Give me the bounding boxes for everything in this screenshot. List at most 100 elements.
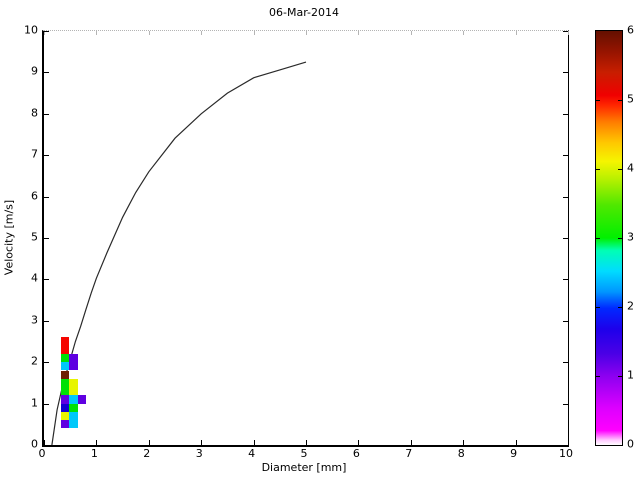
x-tick-top xyxy=(515,31,517,35)
x-tick xyxy=(148,440,150,445)
colorbar-tick xyxy=(618,238,622,239)
x-tick-label: 0 xyxy=(38,447,46,460)
heatmap-cell xyxy=(60,337,70,346)
colorbar-tick-label: 0 xyxy=(627,437,634,451)
y-tick-right xyxy=(563,196,568,198)
x-tick-top xyxy=(568,31,569,35)
y-tick-label: 9 xyxy=(31,64,38,78)
y-tick-right xyxy=(563,113,568,115)
y-tick-label: 3 xyxy=(31,313,38,327)
x-tick-top xyxy=(201,31,203,35)
heatmap-cell xyxy=(60,378,70,388)
y-tick-right xyxy=(563,279,568,281)
x-tick-top xyxy=(44,31,45,35)
y-tick xyxy=(44,445,49,446)
colorbar-tick-label: 5 xyxy=(627,92,634,106)
colorbar-gradient xyxy=(596,31,622,445)
heatmap-cell xyxy=(69,411,78,421)
y-tick xyxy=(44,196,49,198)
y-tick xyxy=(44,72,49,74)
y-tick-right xyxy=(563,320,568,322)
x-axis-label: Diameter [mm] xyxy=(261,461,347,474)
plot-area xyxy=(42,30,569,447)
heatmap-cell xyxy=(60,395,70,404)
colorbar-tick xyxy=(618,376,622,377)
y-tick-label: 2 xyxy=(31,354,38,368)
y-tick-label: 1 xyxy=(31,396,38,410)
colorbar-tick xyxy=(618,169,622,170)
x-tick-label: 9 xyxy=(510,447,518,460)
x-tick xyxy=(568,440,569,445)
y-tick-label: 10 xyxy=(24,23,38,37)
x-tick-label: 2 xyxy=(143,447,151,460)
x-tick-label: 7 xyxy=(405,447,413,460)
y-tick-label: 5 xyxy=(31,230,38,244)
colorbar-tick xyxy=(596,238,600,239)
heatmap-cell xyxy=(69,362,78,371)
y-tick xyxy=(44,155,49,157)
heatmap-cell xyxy=(69,395,78,404)
y-tick-label: 6 xyxy=(31,189,38,203)
y-tick-right xyxy=(563,72,568,74)
heatmap-cell xyxy=(60,362,70,371)
colorbar-tick xyxy=(596,100,600,101)
y-tick-label: 8 xyxy=(31,106,38,120)
y-tick-right xyxy=(563,362,568,364)
heatmap-cell xyxy=(60,387,70,396)
fall-velocity-curve xyxy=(51,61,307,446)
heatmap-cell xyxy=(60,345,70,354)
x-tick xyxy=(515,440,517,445)
x-tick-top xyxy=(96,31,98,35)
y-tick xyxy=(44,113,49,115)
x-tick xyxy=(96,440,98,445)
x-tick-top xyxy=(253,31,255,35)
heatmap-cell xyxy=(60,353,70,363)
colorbar-tick xyxy=(596,376,600,377)
x-tick xyxy=(463,440,465,445)
y-axis-label: Velocity [m/s] xyxy=(2,199,16,276)
x-tick-top xyxy=(410,31,412,35)
x-tick-top xyxy=(463,31,465,35)
colorbar-tick-label: 1 xyxy=(627,368,634,382)
y-tick xyxy=(44,279,49,281)
heatmap-cell xyxy=(60,403,70,412)
x-tick xyxy=(44,440,45,445)
heatmap-cell xyxy=(60,411,70,421)
y-tick-right xyxy=(563,238,568,239)
y-tick xyxy=(44,320,49,322)
y-tick-right xyxy=(563,445,568,446)
x-tick-label: 1 xyxy=(90,447,98,460)
x-tick-label: 6 xyxy=(352,447,360,460)
colorbar xyxy=(595,30,623,446)
colorbar-tick-label: 2 xyxy=(627,299,634,313)
x-tick-label: 5 xyxy=(300,447,308,460)
colorbar-tick xyxy=(596,169,600,170)
colorbar-tick-label: 4 xyxy=(627,161,634,175)
heatmap-cell xyxy=(69,378,78,388)
heatmap-cell xyxy=(60,370,70,379)
heatmap-cell xyxy=(69,353,78,363)
heatmap-cell xyxy=(77,395,86,404)
x-tick-top xyxy=(358,31,360,35)
y-tick-label: 0 xyxy=(31,437,38,451)
colorbar-tick xyxy=(618,307,622,308)
heatmap-cell xyxy=(69,387,78,396)
x-tick-label: 4 xyxy=(248,447,256,460)
colorbar-tick xyxy=(618,100,622,101)
x-tick-top xyxy=(148,31,150,35)
y-tick xyxy=(44,403,49,405)
x-tick-label: 8 xyxy=(457,447,465,460)
x-tick xyxy=(201,440,203,445)
x-tick xyxy=(253,440,255,445)
x-tick-top xyxy=(306,31,307,35)
y-tick-label: 4 xyxy=(31,271,38,285)
x-tick xyxy=(410,440,412,445)
x-tick-label: 3 xyxy=(195,447,203,460)
y-tick-right xyxy=(563,31,568,32)
y-tick xyxy=(44,31,49,32)
y-tick-label: 7 xyxy=(31,147,38,161)
heatmap-cell xyxy=(69,403,78,412)
heatmap-cell xyxy=(60,420,70,429)
y-tick-right xyxy=(563,155,568,157)
